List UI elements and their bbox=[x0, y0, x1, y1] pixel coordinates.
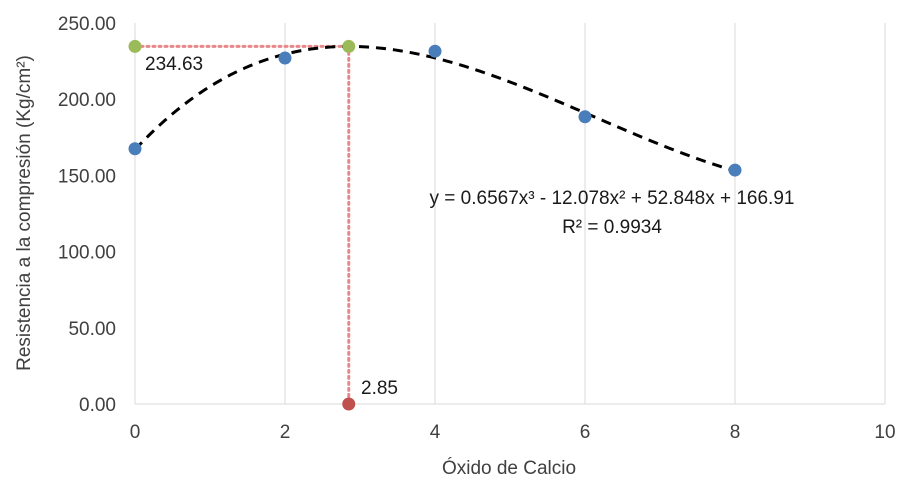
trendline-equation: y = 0.6567x³ - 12.078x² + 52.848x + 166.… bbox=[430, 188, 795, 209]
data-point bbox=[728, 163, 742, 177]
y-axis-title: Resistencia a la compresión (Kg/cm²) bbox=[14, 55, 35, 371]
x-tick-labels: 0 2 4 6 8 10 bbox=[130, 422, 896, 443]
data-points bbox=[128, 39, 742, 411]
trendline-r2: R² = 0.9934 bbox=[562, 217, 662, 238]
x-tick-label: 0 bbox=[130, 422, 141, 443]
optimum-guides bbox=[133, 44, 351, 406]
y-tick-label: 0.00 bbox=[79, 395, 116, 416]
x-tick-label: 4 bbox=[430, 422, 441, 443]
data-point bbox=[128, 142, 142, 156]
grid-lines bbox=[134, 23, 886, 405]
x-tick-label: 8 bbox=[730, 422, 741, 443]
trendline-group bbox=[133, 44, 736, 173]
data-point bbox=[428, 44, 442, 58]
y-tick-label: 250.00 bbox=[58, 14, 116, 35]
y-tick-label: 150.00 bbox=[58, 166, 116, 187]
optimum-y-axis-point bbox=[128, 39, 142, 53]
y-tick-label: 50.00 bbox=[68, 319, 116, 340]
x-tick-label: 6 bbox=[580, 422, 591, 443]
x-tick-label: 10 bbox=[874, 422, 895, 443]
y-tick-label: 100.00 bbox=[58, 243, 116, 264]
optimum-point bbox=[342, 39, 356, 53]
data-point bbox=[578, 110, 592, 124]
x-axis-title: Óxido de Calcio bbox=[442, 457, 576, 478]
x-tick-label: 2 bbox=[280, 422, 291, 443]
trendline bbox=[133, 44, 736, 173]
y-tick-label: 200.00 bbox=[58, 90, 116, 111]
optimum-x-label: 2.85 bbox=[361, 378, 398, 399]
data-point bbox=[278, 51, 292, 65]
y-tick-labels: 0.00 50.00 100.00 150.00 200.00 250.00 bbox=[58, 14, 116, 416]
optimum-x-axis-point bbox=[342, 397, 356, 411]
optimum-y-label: 234.63 bbox=[145, 54, 203, 75]
